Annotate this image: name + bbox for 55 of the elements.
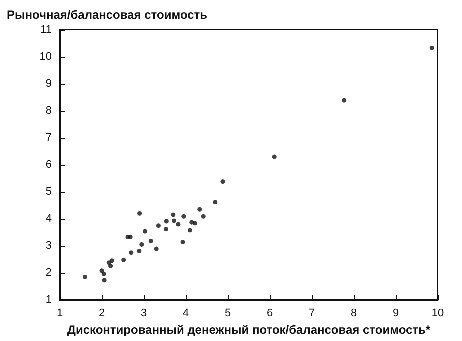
point	[342, 98, 347, 103]
x-tick-label: 2	[98, 308, 106, 320]
point	[122, 258, 126, 262]
point	[110, 258, 114, 264]
point	[156, 224, 161, 228]
x-tick-label: 3	[140, 308, 148, 320]
point	[100, 268, 104, 274]
y-tick-label: 4	[46, 213, 52, 226]
x-tick-label: 10	[432, 308, 444, 320]
point	[137, 248, 142, 254]
point	[220, 180, 226, 184]
point	[164, 227, 169, 232]
x-tick-label: 6	[266, 308, 274, 320]
point	[138, 211, 142, 216]
x-tick-label: 5	[224, 308, 232, 320]
point	[171, 212, 176, 218]
x-tick-label: 7	[308, 308, 316, 320]
point	[176, 222, 181, 227]
y-tick-label: 11	[40, 24, 52, 36]
x-tick-label: 4	[182, 308, 190, 320]
y-tick-label: 8	[46, 105, 52, 118]
point	[430, 46, 434, 50]
y-tick-label: 9	[46, 78, 52, 90]
point	[188, 228, 192, 233]
point	[148, 238, 154, 244]
x-tick-label: 8	[350, 308, 358, 320]
point	[102, 272, 106, 276]
y-tick-label: 5	[46, 186, 52, 198]
y-tick-label: 10	[40, 51, 52, 64]
point	[201, 214, 206, 219]
point	[272, 154, 277, 160]
y-tick-label: 3	[46, 240, 52, 252]
x-tick-label: 9	[392, 308, 400, 320]
point	[82, 274, 88, 280]
point	[172, 218, 176, 224]
point	[154, 246, 159, 252]
y-tick-label: 7	[46, 132, 52, 144]
point	[198, 207, 202, 212]
y-tick-label: 6	[46, 159, 52, 172]
point	[129, 250, 134, 256]
point	[102, 278, 107, 283]
point	[213, 200, 218, 205]
y-tick-label: 2	[46, 267, 52, 280]
point	[180, 240, 186, 245]
point	[164, 219, 169, 224]
point	[108, 264, 114, 268]
point	[143, 229, 148, 234]
point	[182, 214, 186, 219]
x-axis-title: Дисконтированный денежный поток/балансовая стоимость*	[67, 323, 431, 337]
point	[140, 242, 144, 247]
point	[192, 221, 198, 226]
x-tick-label: 1	[56, 308, 64, 320]
chart-title: Рыночная/балансовая стоимость	[7, 8, 208, 22]
y-tick-label: 1	[46, 294, 52, 306]
point	[128, 234, 133, 240]
